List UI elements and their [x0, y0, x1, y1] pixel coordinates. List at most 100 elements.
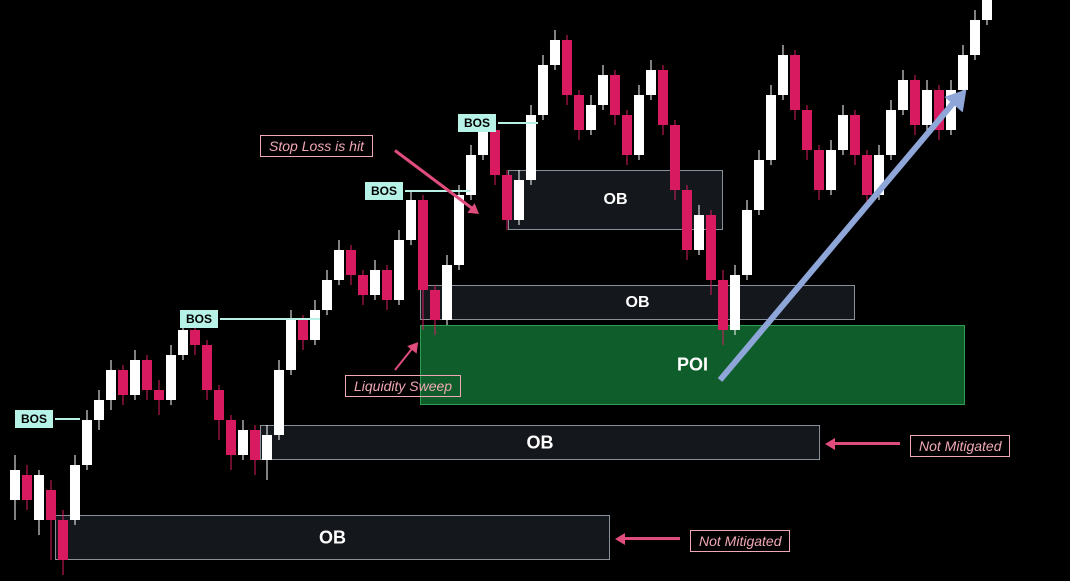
candle	[910, 0, 920, 581]
arrow-head-icon	[615, 533, 625, 545]
candle-body	[10, 470, 20, 500]
candle	[358, 0, 368, 581]
candle-body	[838, 115, 848, 150]
candle-body	[214, 390, 224, 420]
candle	[334, 0, 344, 581]
candle	[802, 0, 812, 581]
candle	[754, 0, 764, 581]
candle-body	[790, 55, 800, 110]
candle-body	[706, 215, 716, 280]
candle	[202, 0, 212, 581]
candle	[382, 0, 392, 581]
candle-body	[478, 130, 488, 155]
candle	[766, 0, 776, 581]
candle	[562, 0, 572, 581]
candle	[982, 0, 992, 581]
candle-body	[178, 330, 188, 355]
candle	[22, 0, 32, 581]
candle	[778, 0, 788, 581]
arrow-head-icon	[825, 438, 835, 450]
candle	[454, 0, 464, 581]
candle-body	[742, 210, 752, 275]
candle-body	[826, 150, 836, 190]
candle-body	[778, 55, 788, 95]
annotation-not-mitigated-2: Not Mitigated	[690, 530, 790, 552]
arrow-line	[620, 537, 680, 540]
candle	[922, 0, 932, 581]
bos-line	[55, 418, 80, 420]
bos-tag: BOS	[15, 410, 53, 428]
candle	[706, 0, 716, 581]
candle-body	[970, 20, 980, 55]
candle	[286, 0, 296, 581]
candle-body	[94, 400, 104, 420]
candle-body	[406, 200, 416, 240]
candle	[142, 0, 152, 581]
candle-body	[250, 430, 260, 460]
candle	[118, 0, 128, 581]
candle-body	[646, 70, 656, 95]
candle	[490, 0, 500, 581]
candle-body	[130, 360, 140, 395]
candle-body	[430, 290, 440, 320]
candle	[718, 0, 728, 581]
candle	[538, 0, 548, 581]
candle	[430, 0, 440, 581]
candle-body	[814, 150, 824, 190]
candle	[886, 0, 896, 581]
bos-tag: BOS	[180, 310, 218, 328]
chart-canvas: OBOBPOIOBOBBOSBOSBOSBOSStop Loss is hitL…	[0, 0, 1070, 581]
candle-body	[346, 250, 356, 275]
candle-body	[862, 155, 872, 195]
candle	[406, 0, 416, 581]
candle	[346, 0, 356, 581]
candle	[730, 0, 740, 581]
candle	[514, 0, 524, 581]
candle-body	[718, 280, 728, 330]
candle-body	[106, 370, 116, 400]
candle-body	[166, 355, 176, 400]
candle-body	[70, 465, 80, 520]
candle	[154, 0, 164, 581]
candle	[178, 0, 188, 581]
candle-body	[922, 90, 932, 125]
candle	[274, 0, 284, 581]
candle	[214, 0, 224, 581]
candle-body	[118, 370, 128, 395]
candle-body	[898, 80, 908, 110]
bos-line	[498, 122, 538, 124]
candle-body	[262, 435, 272, 460]
candle-body	[442, 265, 452, 320]
candle	[682, 0, 692, 581]
candle	[166, 0, 176, 581]
candle-body	[274, 370, 284, 435]
candle	[670, 0, 680, 581]
candle-body	[226, 420, 236, 455]
candle	[622, 0, 632, 581]
candle	[898, 0, 908, 581]
bos-tag: BOS	[458, 114, 496, 132]
candle-body	[634, 95, 644, 155]
candle-body	[658, 70, 668, 125]
candle-body	[682, 190, 692, 250]
candle	[70, 0, 80, 581]
candle	[586, 0, 596, 581]
candle-body	[598, 75, 608, 105]
candle-body	[586, 105, 596, 130]
candle	[694, 0, 704, 581]
candle	[478, 0, 488, 581]
candle	[250, 0, 260, 581]
candle	[34, 0, 44, 581]
candle-body	[418, 200, 428, 290]
candle-body	[22, 475, 32, 500]
candle	[826, 0, 836, 581]
candle	[10, 0, 20, 581]
candle-body	[802, 110, 812, 150]
candle-body	[82, 420, 92, 465]
candle	[838, 0, 848, 581]
candle-body	[46, 490, 56, 520]
candle-body	[514, 180, 524, 220]
candle-body	[190, 330, 200, 345]
arrow-line	[830, 442, 900, 445]
candle-body	[622, 115, 632, 155]
